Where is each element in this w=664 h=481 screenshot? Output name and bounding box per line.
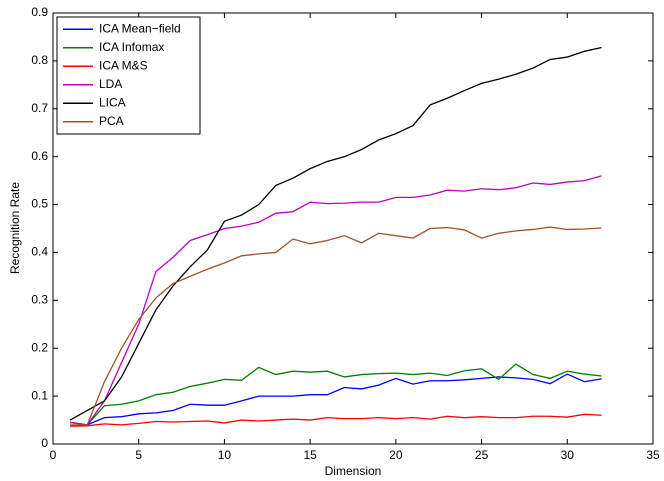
legend-label: LICA <box>99 95 126 109</box>
y-tick-label: 0.4 <box>31 245 48 259</box>
y-tick-label: 0.5 <box>31 197 48 211</box>
series-line <box>70 413 602 427</box>
legend-label: ICA M&S <box>99 58 148 72</box>
x-tick-label: 10 <box>218 448 232 462</box>
series-line <box>70 175 602 426</box>
series-line <box>70 363 602 426</box>
y-tick-label: 0.1 <box>31 388 48 402</box>
y-tick-label: 0.7 <box>31 101 48 115</box>
y-tick-label: 0.8 <box>31 53 48 67</box>
y-axis-label: Recognition Rate <box>8 182 22 274</box>
series-line <box>70 373 602 426</box>
legend-label: LDA <box>99 77 122 91</box>
x-tick-label: 20 <box>389 448 403 462</box>
y-tick-label: 0.6 <box>31 149 48 163</box>
y-tick-label: 0.3 <box>31 293 48 307</box>
series-line <box>69 46 602 421</box>
legend-label: PCA <box>99 114 124 128</box>
x-tick-label: 35 <box>646 448 660 462</box>
y-tick-label: 0.9 <box>31 5 48 19</box>
x-tick-label: 5 <box>135 448 142 462</box>
x-tick-label: 15 <box>303 448 317 462</box>
legend-box <box>56 16 201 135</box>
legend-label: ICA Mean−field <box>99 21 181 35</box>
legend-label: ICA Infomax <box>99 40 164 54</box>
x-tick-label: 30 <box>561 448 575 462</box>
x-tick-label: 25 <box>475 448 489 462</box>
y-tick-label: 0.2 <box>31 340 48 354</box>
series-line <box>70 226 602 426</box>
y-tick-label: 0 <box>41 436 48 450</box>
x-axis-label: Dimension <box>325 464 382 478</box>
x-tick-label: 0 <box>50 448 57 462</box>
plot-frame <box>52 12 654 445</box>
